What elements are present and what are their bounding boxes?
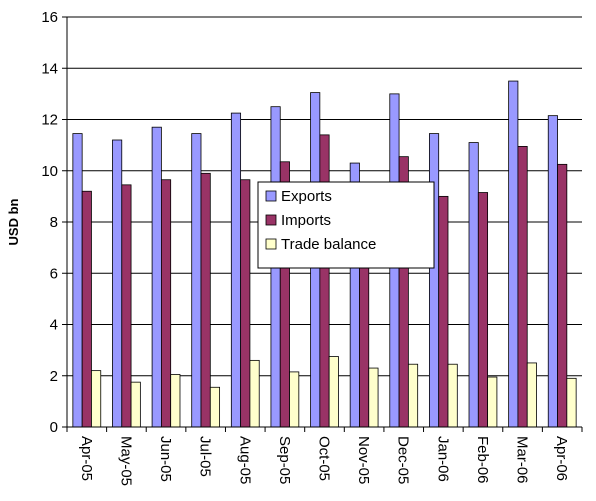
bar-trade-balance bbox=[249, 359, 260, 428]
x-tick-label: Aug-05 bbox=[236, 436, 253, 484]
bar-trade-balance bbox=[209, 386, 221, 428]
bar-exports bbox=[428, 133, 440, 428]
bar-trade-balance bbox=[170, 374, 181, 428]
y-tick-labels: 0 2 4 6 8 10 12 14 16 bbox=[41, 9, 58, 436]
x-tick-labels: Apr-05 May-05 Jun-05 Jul-05 Aug-05 Sep-05 Oct-… bbox=[78, 436, 570, 486]
bar-imports bbox=[438, 195, 449, 428]
bar-exports bbox=[191, 133, 202, 428]
legend: Exports Imports Trade balance bbox=[257, 181, 435, 269]
legend-label: Trade balance bbox=[281, 236, 376, 253]
bar-trade-balance bbox=[328, 356, 339, 428]
y-tick-label: 6 bbox=[50, 265, 58, 282]
legend-label: Imports bbox=[281, 212, 331, 229]
legend-swatch bbox=[265, 214, 277, 226]
x-tick-label: Nov-05 bbox=[355, 436, 372, 484]
x-tick-label: Dec-05 bbox=[395, 436, 412, 484]
x-tick-label: Jul-05 bbox=[197, 436, 214, 477]
bar-imports bbox=[81, 190, 92, 428]
bar-imports bbox=[557, 163, 568, 428]
legend-label: Exports bbox=[281, 188, 332, 205]
x-tick-label: Sep-05 bbox=[276, 436, 293, 484]
bar-imports bbox=[240, 179, 251, 428]
y-tick-label: 8 bbox=[50, 214, 58, 231]
y-axis-label: USD bn bbox=[6, 198, 21, 245]
bar-trade-balance bbox=[447, 363, 458, 428]
bar-exports bbox=[72, 133, 83, 428]
x-tick-label: Jun-05 bbox=[157, 436, 174, 482]
y-tick-label: 4 bbox=[50, 317, 58, 334]
legend-box bbox=[257, 181, 435, 269]
y-tick-label: 0 bbox=[50, 419, 58, 436]
bar-trade-balance bbox=[526, 362, 537, 428]
bar-imports bbox=[121, 184, 132, 428]
bar-exports bbox=[468, 142, 479, 428]
legend-swatch bbox=[265, 190, 277, 202]
bar-exports bbox=[112, 139, 123, 428]
axes bbox=[62, 16, 583, 432]
x-tick-label: Apr-05 bbox=[78, 436, 95, 481]
y-tick-label: 10 bbox=[41, 163, 58, 180]
bar-trade-balance bbox=[91, 370, 102, 428]
bar-exports bbox=[508, 80, 519, 428]
y-tick-label: 16 bbox=[41, 9, 58, 26]
x-tick-label: Oct-05 bbox=[316, 436, 333, 481]
x-tick-label: Feb-06 bbox=[474, 436, 491, 484]
y-tick-label: 12 bbox=[41, 112, 58, 129]
y-tick-label: 2 bbox=[50, 368, 58, 385]
x-tick-label: Jan-06 bbox=[434, 436, 451, 482]
bar-imports bbox=[200, 172, 211, 428]
bar-imports bbox=[477, 192, 489, 428]
x-tick-label: Mar-06 bbox=[514, 436, 531, 484]
legend-swatch bbox=[265, 238, 277, 250]
bar-imports bbox=[160, 179, 172, 428]
bar-trade-balance bbox=[487, 376, 498, 428]
y-tick-label: 14 bbox=[41, 60, 58, 77]
bar-exports bbox=[547, 115, 558, 428]
bar-imports bbox=[517, 146, 528, 428]
x-tick-label: Apr-06 bbox=[553, 436, 570, 481]
bar-trade-balance bbox=[130, 381, 141, 428]
bar-imports bbox=[319, 134, 330, 428]
bar-exports bbox=[230, 112, 242, 428]
bar-trade-balance bbox=[566, 377, 577, 428]
bar-trade-balance bbox=[289, 371, 300, 428]
bar-exports bbox=[151, 126, 162, 428]
bar-trade-balance bbox=[368, 367, 379, 428]
bar-trade-balance bbox=[407, 363, 419, 428]
x-tick-label: May-05 bbox=[117, 436, 134, 486]
